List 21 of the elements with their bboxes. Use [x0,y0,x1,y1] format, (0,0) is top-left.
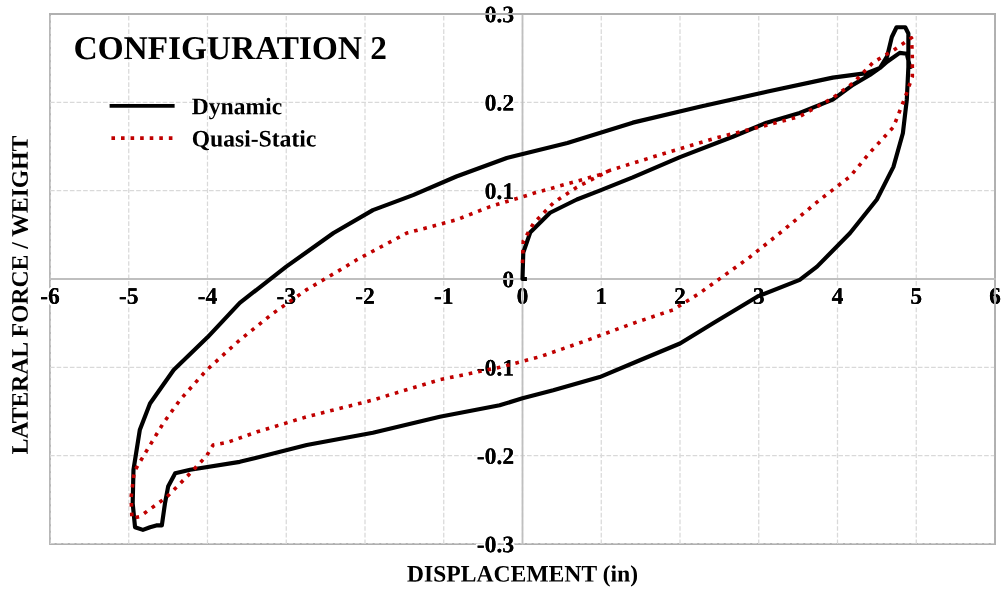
x-axis-title: DISPLACEMENT (in) [407,565,638,587]
x-tick-label: -1 [434,288,453,304]
y-tick-label: -0.2 [477,448,514,465]
x-tick-label: -3 [277,288,296,304]
y-tick-label: -0.3 [477,536,514,553]
legend-label: Quasi-Static [192,130,316,151]
y-axis-title: LATERAL FORCE / WEIGHT [12,136,29,454]
y-tick-label: 0.2 [485,94,514,111]
x-tick-label: 2 [675,288,685,304]
x-tick-label: -5 [119,288,138,304]
legend-label: Dynamic [192,97,282,120]
x-tick-label: 5 [911,288,922,304]
x-tick-label: 6 [989,288,1001,304]
x-tick-label: 0 [517,288,528,304]
x-tick-label: -2 [356,288,374,304]
y-tick-label: 0.1 [485,183,513,200]
text: CONFIGURATION 2 [75,37,386,60]
x-tick-label: 4 [831,288,843,304]
x-tick-label: 1 [597,288,606,304]
x-tick-label: -6 [41,288,60,304]
x-tick-label: -4 [198,288,217,304]
